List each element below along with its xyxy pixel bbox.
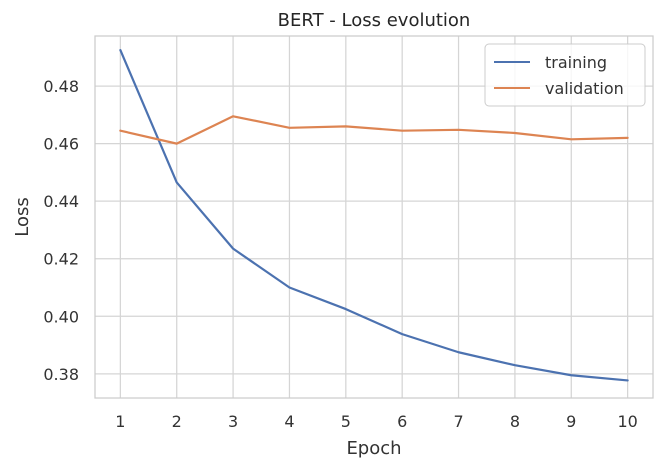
x-tick-label: 8 (510, 412, 520, 431)
x-tick-label: 10 (617, 412, 637, 431)
y-tick-label: 0.46 (43, 135, 79, 154)
x-tick-label: 3 (228, 412, 238, 431)
x-tick-label: 1 (115, 412, 125, 431)
tick-labels: 1 2 3 4 5 6 7 8 9 10 0.38 0.40 0.42 0.44 0.46 0.48 (43, 77, 637, 431)
legend-label-validation: validation (545, 79, 624, 98)
series-layer (119, 48, 629, 382)
chart-title: BERT - Loss evolution (278, 10, 471, 31)
legend-label-training: training (545, 53, 607, 72)
x-axis-label: Epoch (346, 438, 401, 459)
y-axis-label: Loss (12, 197, 33, 236)
y-tick-label: 0.40 (43, 307, 79, 326)
x-tick-label: 5 (341, 412, 351, 431)
y-tick-label: 0.42 (43, 250, 79, 269)
y-tick-label: 0.38 (43, 365, 79, 384)
x-tick-label: 4 (284, 412, 294, 431)
y-tick-label: 0.44 (43, 192, 79, 211)
legend: training validation (484, 43, 646, 107)
y-tick-label: 0.48 (43, 77, 79, 96)
legend-box (484, 43, 646, 107)
x-tick-label: 6 (397, 412, 407, 431)
x-tick-label: 7 (453, 412, 463, 431)
series-line-training (119, 48, 629, 382)
x-tick-label: 9 (566, 412, 576, 431)
x-tick-label: 2 (172, 412, 182, 431)
series-line-validation (119, 115, 629, 145)
plot-frame (94, 35, 654, 399)
